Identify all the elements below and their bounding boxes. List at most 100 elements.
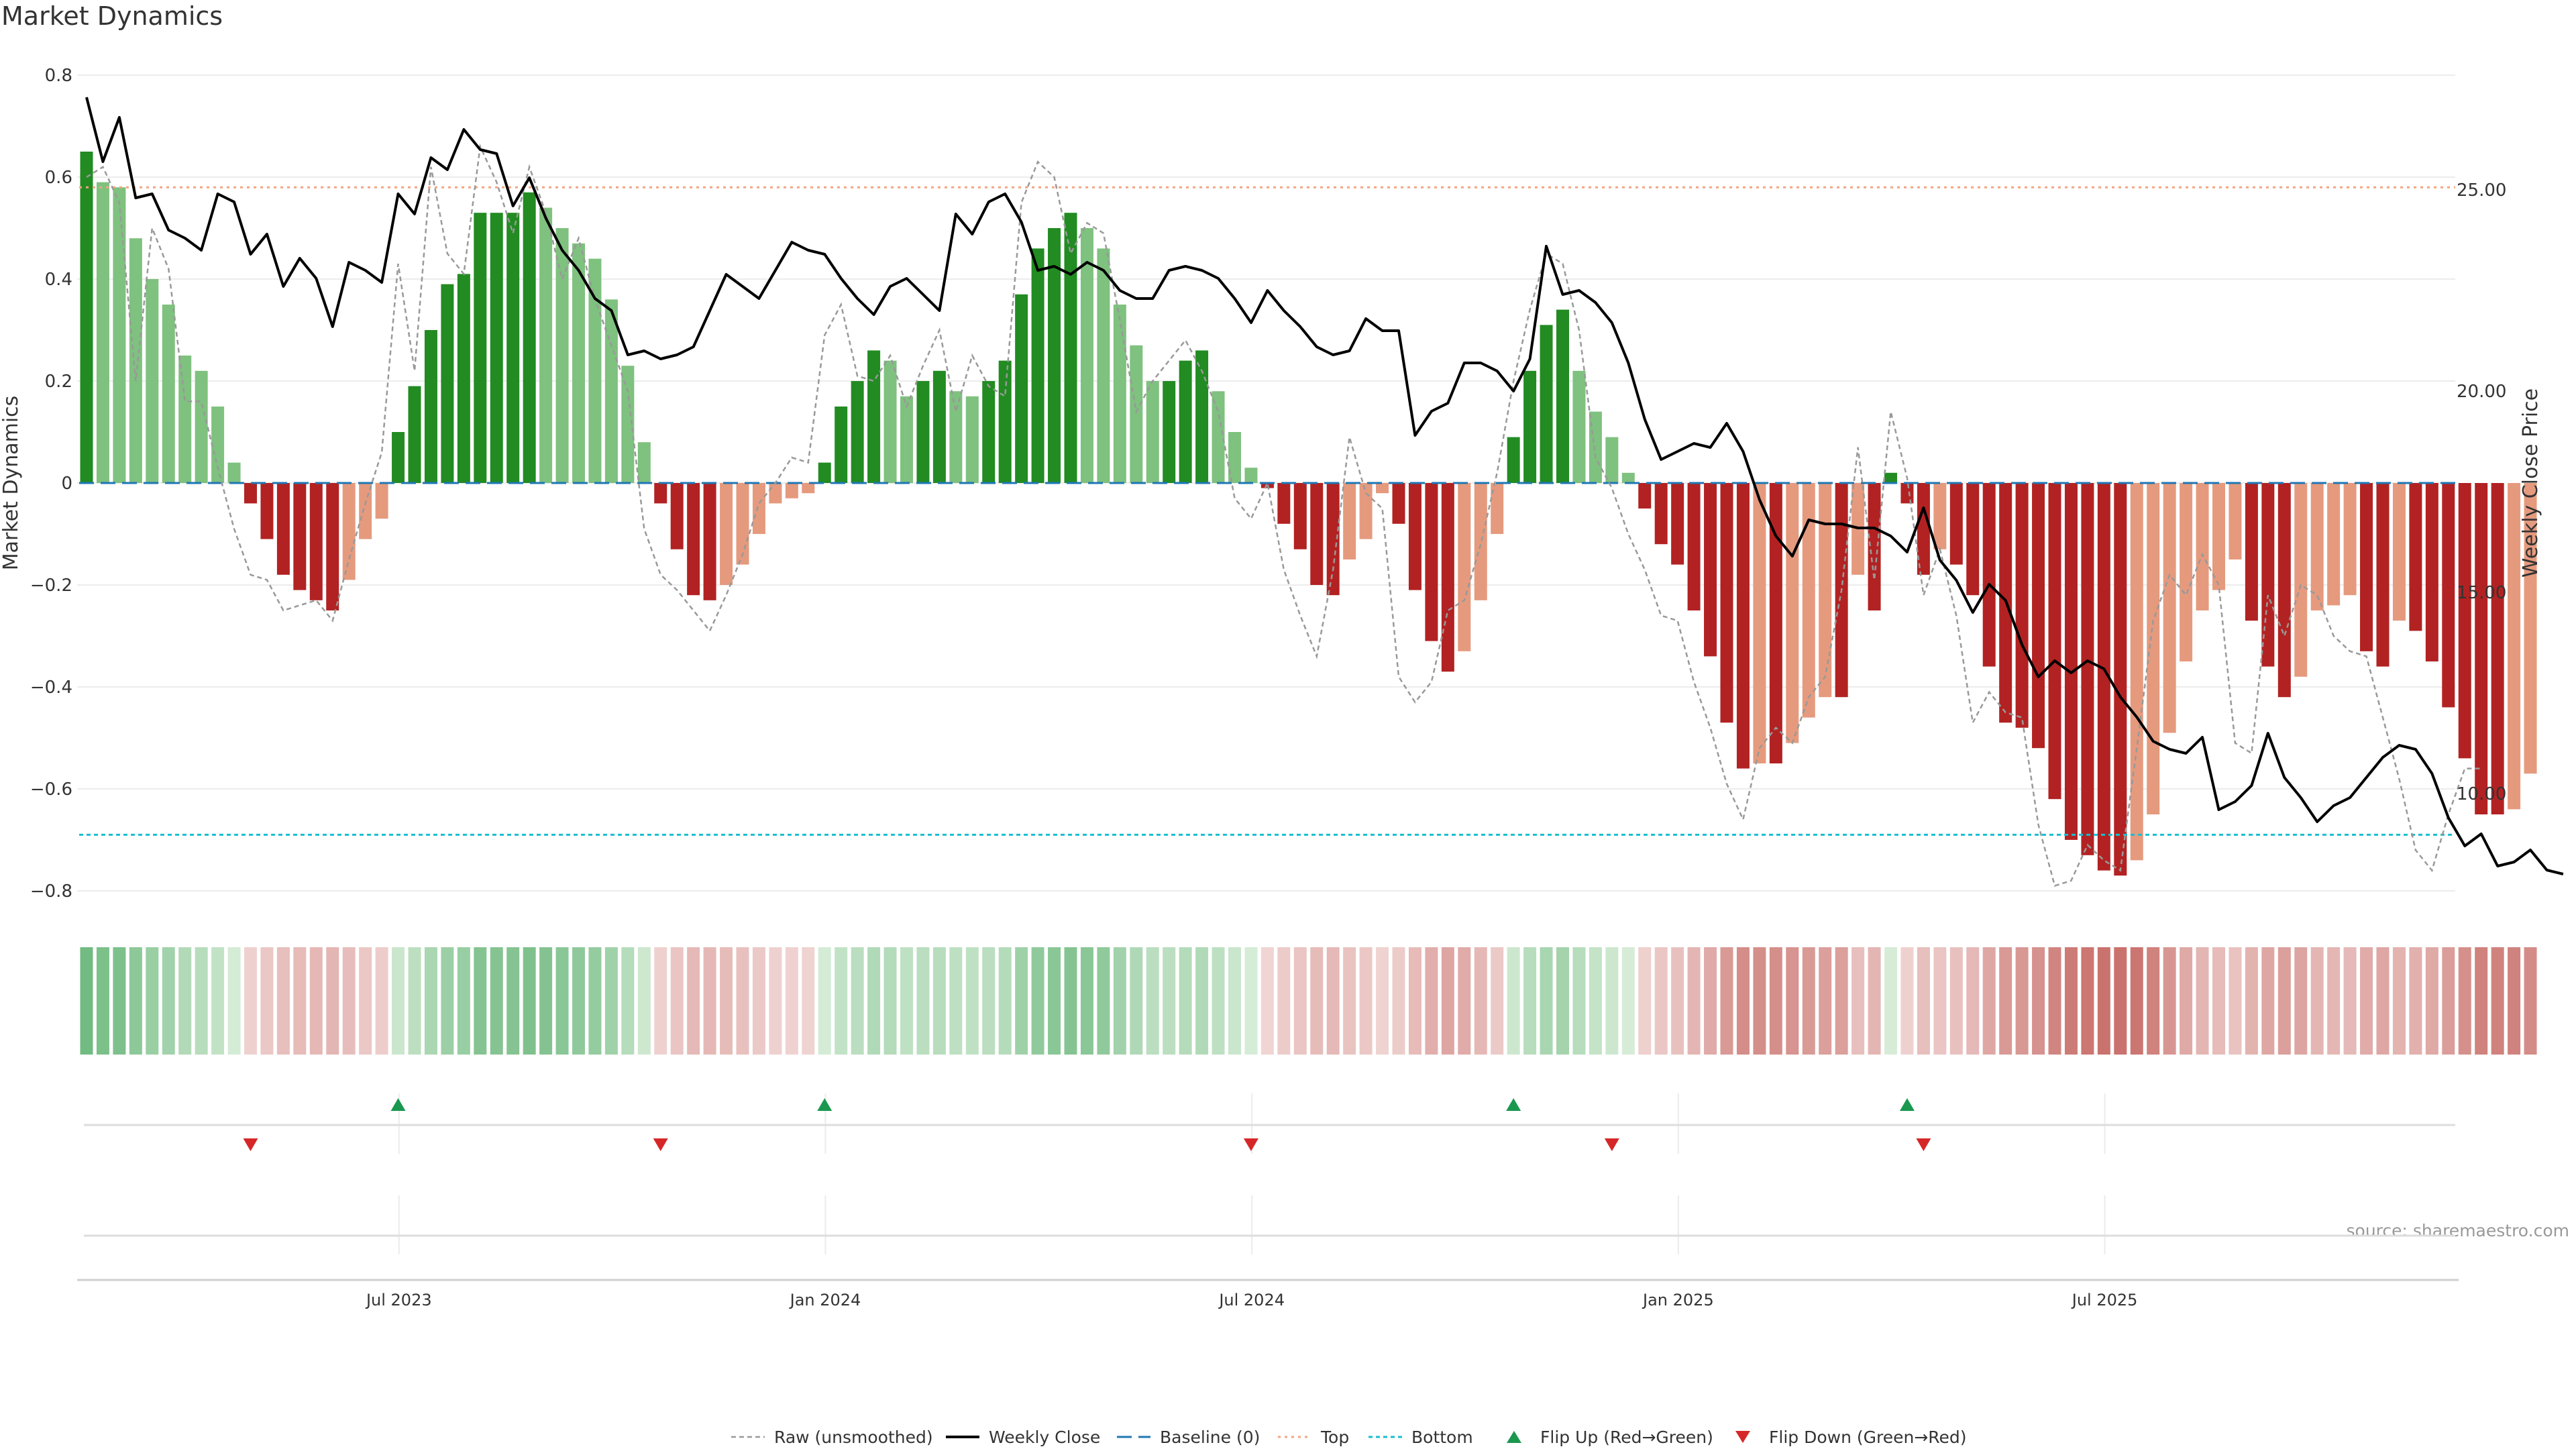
heat-cell <box>588 947 602 1055</box>
heat-cell <box>2409 947 2422 1055</box>
x-tick-label: Jan 2024 <box>789 1291 861 1309</box>
bar <box>1753 483 1766 763</box>
raw-line <box>86 143 2481 887</box>
heat-cell <box>178 947 192 1055</box>
bar <box>1163 381 1176 483</box>
heat-cell <box>113 947 126 1055</box>
heat-cell <box>2114 947 2127 1055</box>
bar <box>1146 381 1159 483</box>
y-tick-label-left: 0.8 <box>45 66 72 86</box>
bar <box>96 182 109 483</box>
bar <box>2032 483 2045 749</box>
bar <box>2310 483 2324 610</box>
heat-cell <box>1720 947 1733 1055</box>
bar <box>293 483 307 590</box>
bar <box>2343 483 2357 596</box>
heat-cell <box>867 947 881 1055</box>
bar <box>752 483 765 534</box>
bar <box>2180 483 2193 661</box>
bar <box>326 483 339 610</box>
bar <box>2196 483 2209 610</box>
bar <box>80 152 93 483</box>
bar <box>539 207 553 483</box>
bar <box>720 483 733 585</box>
heat-cell <box>457 947 470 1055</box>
bar <box>2229 483 2242 559</box>
bar <box>1819 483 1832 698</box>
bar <box>769 483 782 504</box>
bar <box>1343 483 1356 559</box>
bar <box>1704 483 1717 657</box>
flip-down-marker <box>653 1138 668 1151</box>
heat-cell <box>2294 947 2308 1055</box>
heat-cell <box>1130 947 1143 1055</box>
bar <box>1097 248 1110 483</box>
heat-cell <box>1097 947 1110 1055</box>
y-tick-label-left: −0.2 <box>30 576 72 596</box>
heat-cell <box>2475 947 2488 1055</box>
bar <box>506 213 520 483</box>
source-label: source: sharemaestro.com <box>2346 1221 2570 1240</box>
heat-cell <box>1048 947 1061 1055</box>
y-tick-label-right: 20.00 <box>2457 382 2506 402</box>
bar <box>965 396 979 483</box>
heat-cell <box>96 947 109 1055</box>
heat-cell <box>769 947 782 1055</box>
bar <box>359 483 372 539</box>
bar <box>392 432 405 483</box>
bar <box>1671 483 1684 565</box>
heat-cell <box>342 947 356 1055</box>
flip-up-marker <box>817 1098 833 1111</box>
heat-cell <box>1376 947 1389 1055</box>
bar <box>2064 483 2078 840</box>
heat-cell <box>2163 947 2176 1055</box>
x-tick-label: Jul 2025 <box>2071 1291 2138 1309</box>
bar <box>1392 483 1405 524</box>
heat-cell <box>1277 947 1291 1055</box>
bar <box>1015 294 1028 483</box>
heat-cell <box>1654 947 1668 1055</box>
heat-cell <box>1491 947 1504 1055</box>
bar <box>1031 248 1044 483</box>
heat-cell <box>2261 947 2275 1055</box>
bar <box>1195 350 1209 483</box>
heat-cell <box>2425 947 2438 1055</box>
bar <box>457 274 470 483</box>
bar <box>687 483 700 596</box>
bar <box>1556 309 1569 483</box>
bar <box>441 284 454 483</box>
heat-cell <box>621 947 635 1055</box>
bar <box>736 483 749 565</box>
bar <box>2376 483 2390 667</box>
bar <box>1802 483 1815 718</box>
heat-cell <box>1736 947 1750 1055</box>
flip-down-marker <box>1604 1138 1619 1151</box>
heat-cell <box>1408 947 1421 1055</box>
bar <box>1474 483 1487 600</box>
bar <box>1507 437 1520 483</box>
bar <box>1310 483 1324 585</box>
flip-up-marker <box>1899 1098 1915 1111</box>
bar <box>2081 483 2094 855</box>
heat-cell <box>965 947 979 1055</box>
heat-cell <box>276 947 290 1055</box>
bar <box>2409 483 2422 631</box>
heat-cell <box>1884 947 1897 1055</box>
bar <box>1523 370 1537 483</box>
heat-cell <box>572 947 585 1055</box>
heat-cell <box>932 947 946 1055</box>
bar <box>1326 483 1340 596</box>
heat-cell <box>1507 947 1520 1055</box>
heat-cell <box>244 947 257 1055</box>
bar <box>2425 483 2438 661</box>
bar <box>2442 483 2455 708</box>
heat-cell <box>2458 947 2471 1055</box>
heat-cell <box>2130 947 2143 1055</box>
heat-cell <box>1244 947 1258 1055</box>
heat-cell <box>1326 947 1340 1055</box>
y-tick-label-left: 0.4 <box>45 270 72 290</box>
bar <box>1786 483 1799 743</box>
bar <box>1638 483 1652 508</box>
bar <box>2277 483 2291 698</box>
heat-cell <box>1704 947 1717 1055</box>
